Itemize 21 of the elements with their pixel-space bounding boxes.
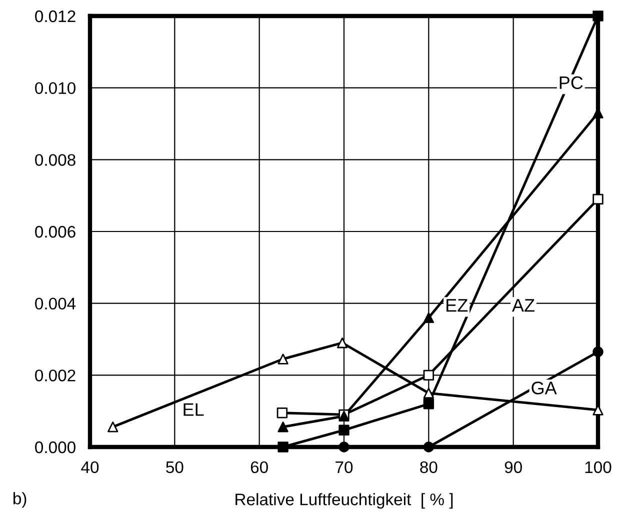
x-tick-label: 70	[336, 461, 353, 474]
y-tick-label: 0.000	[35, 441, 76, 454]
x-tick-label: 90	[504, 461, 522, 474]
y-tick-label: 0.008	[35, 154, 76, 166]
y-tick-label: 0.010	[35, 82, 76, 94]
x-tick-label: 40	[81, 461, 99, 474]
x-tick-label: 50	[166, 461, 184, 474]
annotation: GA	[532, 382, 557, 394]
x-tick-label: 80	[420, 461, 438, 474]
y-tick-label: 0.006	[35, 226, 76, 238]
text: b)	[13, 492, 26, 508]
annotation: EZ	[446, 299, 468, 312]
annotation: EL	[184, 403, 204, 416]
y-tick-label: 0.004	[35, 298, 76, 310]
y-tick-label: 0.002	[35, 370, 76, 382]
x-tick-label: 60	[250, 461, 268, 474]
x-axis-title: Relative Luftfeuchtigkeit [ % ]	[236, 493, 453, 509]
x-tick-label: 100	[585, 461, 612, 474]
y-tick-label: 0.012	[35, 10, 76, 22]
annotation: AZ	[512, 299, 534, 312]
annotation: PC	[560, 76, 583, 90]
